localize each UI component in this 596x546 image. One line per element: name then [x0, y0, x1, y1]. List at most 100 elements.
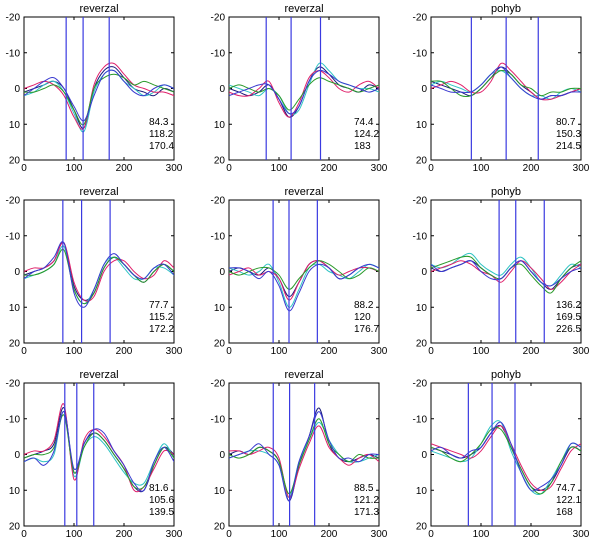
x-tick-label: 0 [428, 346, 434, 357]
x-tick-label: 300 [166, 163, 183, 174]
chart-title: pohyb [491, 369, 521, 381]
x-tick-label: 0 [21, 163, 27, 174]
x-tick-label: 300 [166, 529, 183, 540]
y-tick-label: -10 [6, 231, 21, 242]
annotation-value: 105.6 [149, 495, 174, 506]
y-tick-label: 10 [416, 120, 428, 131]
x-tick-label: 200 [523, 346, 540, 357]
x-tick-label: 0 [21, 529, 27, 540]
x-tick-label: 300 [371, 346, 388, 357]
chart-title: reverzal [284, 186, 323, 198]
y-tick-label: -10 [6, 414, 21, 425]
annotation-value: 121.2 [354, 495, 379, 506]
series-line [24, 414, 174, 490]
y-tick-label: 0 [421, 450, 427, 461]
series-line [229, 263, 379, 308]
y-tick-label: 0 [421, 267, 427, 278]
chart-panel: pohyb 0 100 200 300 -20 -10 0 10 20 136.2169.5226.… [413, 186, 590, 357]
series-line [431, 421, 581, 492]
y-tick-label: -20 [6, 196, 21, 207]
y-tick-label: 10 [214, 486, 226, 497]
series-line [24, 248, 174, 305]
chart-title: pohyb [491, 3, 521, 15]
x-tick-label: 0 [226, 163, 232, 174]
x-tick-label: 300 [573, 529, 590, 540]
chart-panel: reverzal 0 100 200 300 -20 -10 0 10 20 88.2120176.… [211, 186, 388, 357]
annotation-value: 74.4 [354, 117, 374, 128]
series-line [24, 411, 174, 492]
x-tick-label: 0 [428, 163, 434, 174]
y-tick-label: -10 [6, 48, 21, 59]
chart-panel: reverzal 0 100 200 300 -20 -10 0 10 20 84.3118.217… [6, 3, 183, 174]
annotation-value: 214.5 [556, 141, 581, 152]
plot-area [24, 383, 174, 526]
y-tick-label: -10 [413, 414, 428, 425]
annotation-value: 84.3 [149, 117, 169, 128]
x-tick-label: 100 [66, 163, 83, 174]
y-tick-label: 10 [214, 303, 226, 314]
y-tick-label: -20 [6, 13, 21, 24]
series-line [24, 241, 174, 301]
x-tick-label: 100 [66, 529, 83, 540]
annotation-value: 170.4 [149, 141, 174, 152]
y-tick-label: 20 [9, 156, 21, 167]
series-line [431, 260, 581, 287]
chart-title: reverzal [79, 3, 118, 15]
series-line [229, 70, 379, 118]
x-tick-label: 0 [226, 346, 232, 357]
y-tick-label: 10 [9, 486, 21, 497]
x-tick-label: 300 [371, 163, 388, 174]
annotation-value: 171.3 [354, 507, 379, 518]
plot-area [229, 17, 379, 160]
chart-title: pohyb [491, 186, 521, 198]
series-line [24, 62, 174, 130]
x-tick-label: 200 [321, 529, 338, 540]
y-tick-label: -20 [413, 379, 428, 390]
y-tick-label: 0 [421, 84, 427, 95]
y-tick-label: 10 [9, 120, 21, 131]
series-line [229, 260, 379, 290]
x-tick-label: 0 [21, 346, 27, 357]
x-tick-label: 300 [573, 163, 590, 174]
y-tick-label: 20 [214, 156, 226, 167]
x-tick-label: 200 [116, 346, 133, 357]
y-tick-label: -10 [211, 414, 226, 425]
x-tick-label: 0 [226, 529, 232, 540]
annotation-value: 139.5 [149, 507, 174, 518]
y-tick-label: 10 [416, 486, 428, 497]
x-tick-label: 0 [428, 529, 434, 540]
y-tick-label: 20 [416, 522, 428, 533]
x-tick-label: 200 [321, 163, 338, 174]
annotation-value: 122.1 [556, 495, 581, 506]
annotation-value: 77.7 [149, 300, 169, 311]
plot-area [431, 200, 581, 343]
y-tick-label: 0 [219, 267, 225, 278]
y-tick-label: -10 [211, 231, 226, 242]
chart-panel: reverzal 0 100 200 300 -20 -10 0 10 20 74.4124.218… [211, 3, 388, 174]
annotation-value: 88.2 [354, 300, 374, 311]
series-line [229, 69, 379, 115]
annotation-value: 80.7 [556, 117, 576, 128]
y-tick-label: -10 [211, 48, 226, 59]
annotation-value: 136.2 [556, 300, 581, 311]
series-line [24, 73, 174, 126]
series-line [229, 418, 379, 495]
annotation-value: 124.2 [354, 129, 379, 140]
series-line [229, 411, 379, 502]
series-line [431, 425, 581, 491]
annotation-value: 150.3 [556, 129, 581, 140]
x-tick-label: 200 [116, 163, 133, 174]
annotation-value: 176.7 [354, 324, 379, 335]
x-tick-label: 300 [573, 346, 590, 357]
y-tick-label: 0 [14, 267, 20, 278]
annotation-value: 226.5 [556, 324, 581, 335]
chart-panel: reverzal 0 100 200 300 -20 -10 0 10 20 81.6105.613… [6, 369, 183, 540]
series-line [24, 69, 174, 122]
y-tick-label: 20 [214, 522, 226, 533]
y-tick-label: -20 [211, 379, 226, 390]
y-tick-label: 20 [416, 156, 428, 167]
chart-title: reverzal [79, 369, 118, 381]
y-tick-label: 0 [219, 84, 225, 95]
